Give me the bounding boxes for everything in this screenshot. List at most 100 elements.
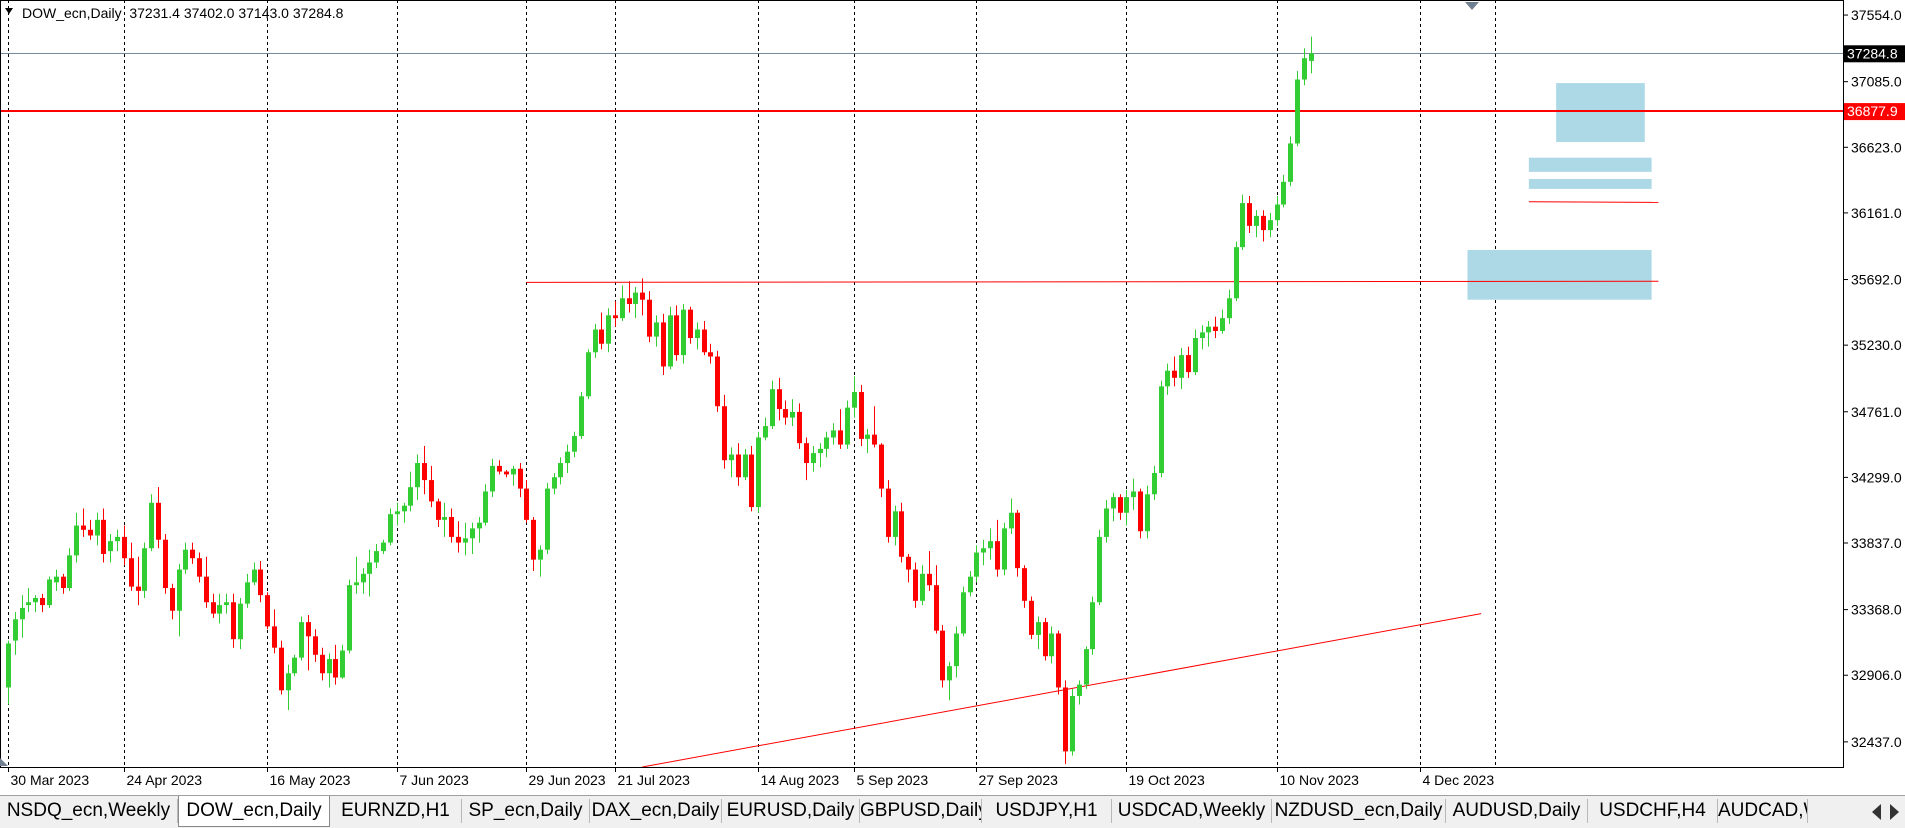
candle-body [572, 436, 577, 452]
candle-body [340, 650, 345, 678]
candle-body [947, 666, 952, 681]
candle [1295, 71, 1300, 147]
current-price-tag-label: 37284.8 [1847, 45, 1898, 61]
candle [13, 612, 18, 655]
candle [245, 573, 250, 608]
candle-body [688, 309, 693, 339]
candle [1029, 596, 1034, 640]
candle-body [292, 657, 297, 674]
candle [6, 640, 11, 705]
candle [1104, 499, 1109, 543]
candle-body [142, 548, 147, 591]
candle-body [538, 549, 543, 560]
chart-shift-marker-icon[interactable] [1465, 2, 1479, 10]
candle-body [504, 471, 509, 475]
candle-body [477, 522, 482, 529]
candle [1070, 688, 1075, 756]
candle [1111, 492, 1116, 522]
candle-body [40, 597, 45, 606]
candle [456, 521, 461, 553]
chart-tab[interactable]: EURNZD,H1 [330, 799, 462, 823]
candle [20, 595, 25, 638]
candle [606, 308, 611, 353]
candle [681, 303, 686, 364]
candle-body [265, 595, 270, 627]
chart-tab[interactable]: DAX_ecn,Daily [590, 799, 722, 823]
candle-body [6, 643, 11, 688]
candle [374, 544, 379, 569]
tab-scroll-left-icon[interactable] [1872, 804, 1881, 820]
candle [299, 616, 304, 661]
candle [872, 406, 877, 448]
candle-body [395, 511, 400, 515]
chart-tab[interactable]: USDCHF,H4 [1588, 799, 1718, 823]
time-axis[interactable]: 30 Mar 2023 24 Apr 2023 16 May 2023 7 Jun 2… [8, 767, 1495, 788]
candle [395, 502, 400, 526]
price-tick-label: 34761.0 [1851, 404, 1902, 420]
chart-tab[interactable]: USDCAD,Weekly [1112, 799, 1272, 823]
chart-tab[interactable]: GBPUSD,Daily [860, 799, 982, 823]
candle [981, 539, 986, 566]
chart-tab[interactable]: NSDQ_ecn,Weekly [0, 799, 178, 823]
candle-body [1165, 370, 1170, 387]
candle [879, 443, 884, 498]
candle-body [1213, 326, 1218, 331]
candle [593, 323, 598, 358]
candle [136, 556, 141, 606]
price-zone[interactable] [1467, 249, 1652, 300]
candle [197, 552, 202, 583]
candle-body [995, 541, 1000, 570]
candle [852, 376, 857, 418]
candle-body [579, 396, 584, 437]
chart-tab[interactable]: SP_ecn,Daily [462, 799, 590, 823]
candle [183, 542, 188, 574]
candle-body [1002, 528, 1007, 570]
candle [668, 306, 673, 370]
time-tick-label: 24 Apr 2023 [127, 772, 203, 788]
candle-body [954, 633, 959, 667]
price-tick-label: 32437.0 [1851, 734, 1902, 750]
candle [599, 312, 604, 350]
candle [749, 445, 754, 512]
candle [804, 437, 809, 481]
candle [429, 465, 434, 508]
candle-body [299, 622, 304, 658]
candle [1261, 210, 1266, 242]
candle [1009, 498, 1014, 535]
candle [47, 576, 52, 608]
chart-tab[interactable]: DOW_ecn,Daily [178, 796, 330, 827]
chart-tab[interactable]: NZDUSD_ecn,Daily [1272, 799, 1446, 823]
candle-body [415, 463, 420, 488]
candle-body [190, 549, 195, 559]
chart-menu-triangle-icon[interactable] [5, 8, 13, 14]
candle-body [974, 552, 979, 577]
chart-tab[interactable]: AUDUSD,Daily [1446, 799, 1588, 823]
trend-line[interactable] [642, 613, 1482, 768]
candle-body [1295, 79, 1300, 144]
price-zone[interactable] [1556, 83, 1645, 143]
price-axis[interactable]: 37554.0 37085.0 36623.0 36161.0 35692.0 35230… [1843, 7, 1905, 750]
candle-body [54, 576, 59, 583]
candle [886, 480, 891, 543]
chart-tab[interactable]: USDJPY,H1 [982, 799, 1112, 823]
candle-body [777, 389, 782, 410]
price-zone[interactable] [1528, 157, 1652, 172]
price-zone[interactable] [1528, 178, 1652, 189]
candle-body [852, 392, 857, 408]
candle [231, 593, 236, 648]
candle-body [968, 576, 973, 593]
candle [115, 529, 120, 552]
resistance-line[interactable] [526, 280, 1659, 283]
candle [613, 301, 618, 327]
candle-body [74, 525, 79, 556]
tab-scroll-right-icon[interactable] [1890, 804, 1899, 820]
candle-body [272, 626, 277, 648]
candle-body [1309, 53, 1314, 61]
candle-body [906, 556, 911, 570]
candle [272, 609, 277, 654]
price-tick-label: 34299.0 [1851, 469, 1902, 485]
chart-tab[interactable]: AUDCAD,W [1718, 799, 1808, 823]
chart-tab[interactable]: EURUSD,Daily [722, 799, 860, 823]
price-chart[interactable]: 37554.0 37085.0 36623.0 36161.0 35692.0 35230… [0, 0, 1905, 795]
resistance-line[interactable] [1528, 201, 1659, 203]
